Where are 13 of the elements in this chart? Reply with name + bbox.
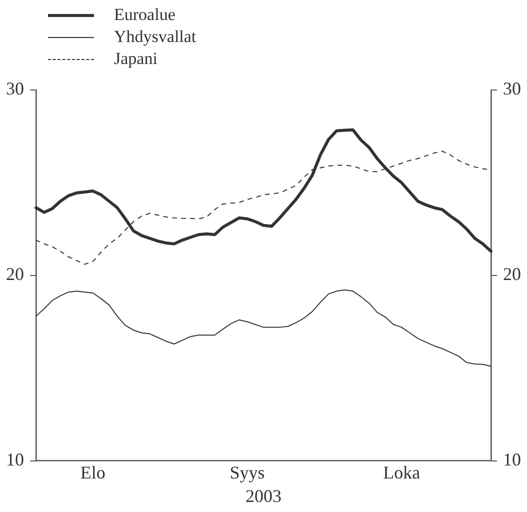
y-tick-label: 30: [6, 78, 24, 99]
x-tick-label: Syys: [230, 462, 265, 482]
y-tick-label: 10: [6, 450, 24, 470]
x-tick-label: Loka: [383, 462, 420, 482]
y2-tick-label: 20: [503, 264, 521, 284]
x-tick-label: Elo: [80, 462, 106, 482]
x-axis-title: 2003: [246, 486, 282, 506]
y2-tick-label: 10: [503, 450, 521, 470]
y-tick-label: 20: [6, 264, 24, 284]
legend-label: Euroalue: [114, 5, 176, 25]
legend-label: Yhdysvallat: [114, 27, 196, 47]
y2-tick-label: 30: [503, 78, 521, 99]
legend-label: Japani: [114, 49, 158, 69]
